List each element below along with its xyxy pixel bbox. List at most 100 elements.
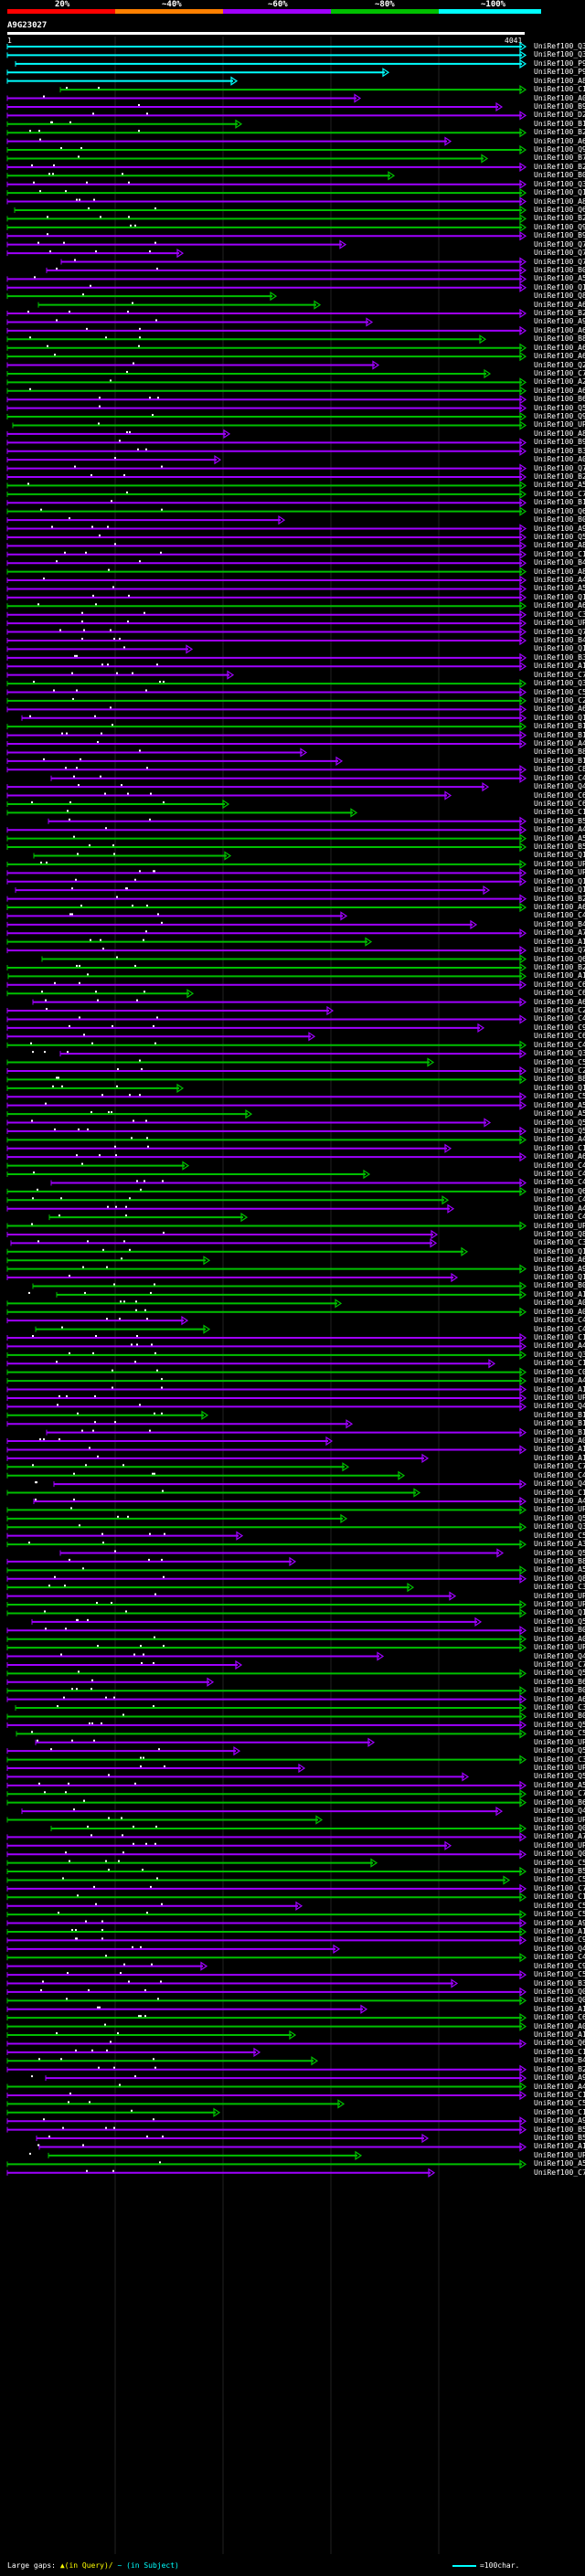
- hit-alignment[interactable]: [10, 1238, 438, 1248]
- hit-label[interactable]: UniRef100_C3VDC0: [534, 610, 585, 619]
- hit-alignment[interactable]: [6, 386, 527, 396]
- hit-alignment[interactable]: [6, 1350, 527, 1360]
- hit-label[interactable]: UniRef100_C4D0S9: [534, 773, 585, 782]
- hit-label[interactable]: UniRef100_UP1000..: [534, 1221, 585, 1230]
- hit-label[interactable]: UniRef100_Q8KPJ1: [534, 292, 585, 301]
- hit-alignment[interactable]: [6, 635, 527, 646]
- hit-label[interactable]: UniRef100_Q8PMG6: [534, 1229, 585, 1238]
- hit-alignment[interactable]: [6, 403, 527, 413]
- hit-label[interactable]: UniRef100_A9B599: [534, 2116, 585, 2125]
- hit-label[interactable]: UniRef100_C5V8Q0: [534, 1057, 585, 1066]
- hit-label[interactable]: UniRef100_Q4F2K0: [534, 1944, 585, 1953]
- hit-alignment[interactable]: [6, 1832, 527, 1842]
- hit-alignment[interactable]: [6, 1505, 527, 1515]
- hit-alignment[interactable]: [6, 765, 527, 775]
- hit-alignment[interactable]: [6, 395, 527, 405]
- hit-alignment[interactable]: [6, 1522, 527, 1532]
- hit-label[interactable]: UniRef100_A4TTM1: [534, 1376, 585, 1385]
- hit-alignment[interactable]: [6, 377, 527, 387]
- hit-alignment[interactable]: [6, 1539, 527, 1550]
- hit-label[interactable]: UniRef100_B9YL13: [534, 101, 585, 111]
- hit-alignment[interactable]: [6, 1686, 527, 1696]
- hit-alignment[interactable]: [6, 842, 527, 853]
- hit-alignment[interactable]: [16, 1729, 527, 1739]
- hit-alignment[interactable]: [6, 902, 527, 913]
- hit-alignment[interactable]: [7, 971, 527, 981]
- hit-alignment[interactable]: [6, 325, 527, 335]
- hit-label[interactable]: UniRef100_Q7WBD0: [534, 257, 585, 266]
- hit-alignment[interactable]: [6, 1763, 306, 1774]
- hit-label[interactable]: UniRef100_A1T214: [534, 937, 585, 946]
- hit-alignment[interactable]: [6, 1789, 527, 1799]
- hit-alignment[interactable]: [6, 50, 527, 60]
- hit-label[interactable]: UniRef100_Q7P510: [534, 463, 585, 472]
- hit-alignment[interactable]: [6, 541, 527, 551]
- hit-alignment[interactable]: [35, 1737, 376, 1747]
- hit-label[interactable]: UniRef100_A4APN0: [534, 576, 585, 585]
- hit-alignment[interactable]: [6, 1118, 492, 1128]
- hit-alignment[interactable]: [6, 214, 527, 224]
- hit-alignment[interactable]: [6, 463, 527, 473]
- hit-label[interactable]: UniRef100_B5FDA2: [534, 2125, 585, 2134]
- hit-label[interactable]: UniRef100_A6TMF1: [534, 1152, 585, 1161]
- hit-label[interactable]: UniRef100_Q1IW97: [534, 713, 585, 722]
- hit-alignment[interactable]: [6, 292, 278, 302]
- hit-alignment[interactable]: [6, 1918, 527, 1928]
- hit-alignment[interactable]: [6, 2030, 297, 2041]
- hit-label[interactable]: UniRef100_C1BWB0: [534, 1488, 585, 1497]
- hit-label[interactable]: UniRef100_A9WU81: [534, 2073, 585, 2083]
- hit-alignment[interactable]: [6, 1135, 527, 1145]
- hit-label[interactable]: UniRef100_C1UMS7: [534, 2107, 585, 2116]
- hit-label[interactable]: UniRef100_C4U166: [534, 1040, 585, 1049]
- hit-alignment[interactable]: [31, 1617, 483, 1627]
- hit-label[interactable]: UniRef100_Q1B2M5: [534, 1273, 585, 1282]
- hit-label[interactable]: UniRef100_B5FR26: [534, 816, 585, 825]
- hit-label[interactable]: UniRef100_C1NS76: [534, 549, 585, 558]
- hit-alignment[interactable]: [6, 1359, 496, 1369]
- hit-alignment[interactable]: [6, 1634, 527, 1644]
- hit-alignment[interactable]: [6, 1229, 439, 1240]
- hit-label[interactable]: UniRef100_B0SSR9: [534, 1686, 585, 1695]
- hit-alignment[interactable]: [6, 1100, 527, 1110]
- hit-label[interactable]: UniRef100_B1HDG6: [534, 1427, 585, 1436]
- hit-label[interactable]: UniRef100_C0QDR7: [534, 1367, 585, 1376]
- hit-label[interactable]: UniRef100_A0VZ66: [534, 93, 585, 102]
- hit-alignment[interactable]: [60, 257, 527, 267]
- hit-label[interactable]: UniRef100_A9S846: [534, 317, 585, 326]
- hit-alignment[interactable]: [6, 756, 344, 766]
- hit-label[interactable]: UniRef100_A5IDZ4: [534, 481, 585, 490]
- hit-alignment[interactable]: [6, 2056, 319, 2066]
- hit-alignment[interactable]: [6, 1850, 527, 1860]
- hit-alignment[interactable]: [6, 1591, 457, 1601]
- hit-label[interactable]: UniRef100_A4BUF3: [534, 1341, 585, 1351]
- hit-alignment[interactable]: [6, 1169, 371, 1180]
- hit-label[interactable]: UniRef100_A5WTF7: [534, 833, 585, 843]
- hit-label[interactable]: UniRef100_B1H523: [534, 1419, 585, 1428]
- hit-alignment[interactable]: [6, 644, 194, 654]
- hit-label[interactable]: UniRef100_UP1000..: [534, 1600, 585, 1609]
- hit-alignment[interactable]: [36, 2133, 430, 2144]
- hit-label[interactable]: UniRef100_B2JY66: [534, 162, 585, 171]
- hit-label[interactable]: UniRef100_A6T189: [534, 1694, 585, 1703]
- hit-label[interactable]: UniRef100_C1ES89: [534, 1143, 585, 1152]
- hit-label[interactable]: UniRef100_A5C4H9: [534, 2159, 585, 2168]
- hit-label[interactable]: UniRef100_D2V7P4: [534, 111, 585, 120]
- hit-label[interactable]: UniRef100_B0C4Y1: [534, 1712, 585, 1721]
- hit-label[interactable]: UniRef100_A6EJE3: [534, 601, 585, 610]
- hit-alignment[interactable]: [15, 885, 491, 896]
- hit-label[interactable]: UniRef100_A6CGK1: [534, 705, 585, 714]
- hit-alignment[interactable]: [6, 1926, 527, 1937]
- hit-alignment[interactable]: [6, 1556, 297, 1567]
- hit-label[interactable]: UniRef100_P93109: [534, 58, 585, 68]
- hit-label[interactable]: UniRef100_UP1000..: [534, 859, 585, 868]
- hit-label[interactable]: UniRef100_C9NHP8: [534, 1935, 585, 1945]
- hit-alignment[interactable]: [32, 1049, 527, 1059]
- hit-label[interactable]: UniRef100_C6X2W2: [534, 790, 585, 800]
- hit-label[interactable]: UniRef100_C7NKV3: [534, 670, 585, 679]
- hit-alignment[interactable]: [6, 859, 527, 870]
- hit-label[interactable]: UniRef100_C4WSD4: [534, 1195, 585, 1204]
- hit-alignment[interactable]: [6, 1083, 185, 1093]
- hit-label[interactable]: UniRef100_B8ILR9: [534, 334, 585, 344]
- hit-alignment[interactable]: [6, 1858, 378, 1868]
- hit-label[interactable]: UniRef100_B8IMF3: [534, 1556, 585, 1565]
